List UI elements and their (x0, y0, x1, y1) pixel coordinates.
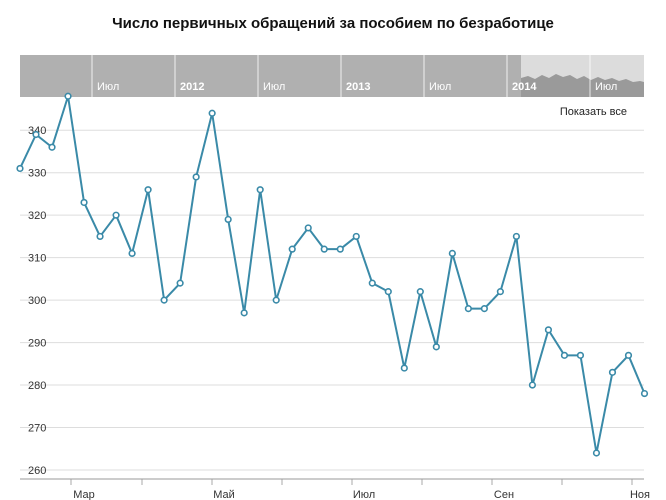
navigator-label: Июл (263, 81, 285, 93)
data-point[interactable] (368, 279, 376, 287)
navigator-label: 2012 (180, 81, 204, 93)
data-point[interactable] (320, 245, 328, 253)
data-point[interactable] (608, 368, 617, 376)
data-point[interactable] (432, 343, 440, 351)
data-point[interactable] (272, 296, 280, 304)
x-tick-label: Июл (353, 489, 375, 500)
data-point[interactable] (176, 279, 184, 287)
y-tick-label: 280 (28, 380, 46, 392)
data-point[interactable] (560, 351, 569, 359)
data-point[interactable] (384, 288, 392, 296)
y-tick-label: 300 (28, 295, 46, 307)
chart-title: Число первичных обращений за пособием по… (112, 15, 554, 32)
navigator-label: 2014 (512, 81, 537, 93)
x-tick-label: Сен (494, 489, 514, 500)
x-tick-label: Мар (73, 489, 95, 500)
data-point[interactable] (576, 351, 585, 359)
data-point[interactable] (624, 351, 633, 359)
data-point[interactable] (112, 211, 120, 219)
data-point[interactable] (128, 249, 136, 257)
navigator-unselected-range (20, 55, 521, 97)
x-tick-label: Ноя (630, 489, 650, 500)
data-point[interactable] (160, 296, 168, 304)
data-point[interactable] (448, 249, 456, 257)
data-point[interactable] (256, 186, 264, 194)
data-point[interactable] (192, 173, 200, 181)
navigator-label: 2013 (346, 81, 370, 93)
data-point[interactable] (144, 186, 152, 194)
data-point[interactable] (64, 92, 72, 100)
y-tick-label: 310 (28, 253, 46, 265)
y-tick-label: 260 (28, 465, 46, 477)
data-point[interactable] (544, 326, 553, 334)
data-point[interactable] (32, 130, 40, 139)
data-point[interactable] (16, 164, 24, 173)
data-point[interactable] (512, 232, 521, 241)
show-all-button[interactable]: Показать все (560, 106, 627, 118)
y-tick-label: 290 (28, 338, 46, 350)
y-tick-label: 320 (28, 210, 46, 222)
data-point[interactable] (48, 143, 56, 151)
data-point[interactable] (288, 245, 296, 253)
data-point[interactable] (352, 232, 360, 241)
data-point[interactable] (528, 381, 537, 389)
navigator-label: Июл (429, 81, 451, 93)
data-point[interactable] (336, 245, 344, 253)
data-point[interactable] (80, 198, 88, 207)
y-tick-label: 330 (28, 168, 46, 180)
navigator-sparkline (521, 74, 644, 97)
y-tick-label: 270 (28, 423, 46, 435)
data-point[interactable] (400, 364, 408, 372)
data-point[interactable] (240, 309, 248, 317)
navigator-label: Июл (595, 81, 617, 93)
navigator-label: Июл (97, 81, 119, 93)
data-point[interactable] (96, 232, 104, 241)
data-point[interactable] (592, 449, 601, 457)
data-point[interactable] (224, 215, 232, 224)
data-point[interactable] (640, 389, 649, 398)
x-tick-label: Май (213, 489, 235, 500)
series-line (19, 95, 646, 455)
data-point[interactable] (480, 305, 488, 313)
data-point[interactable] (304, 224, 312, 232)
data-point[interactable] (464, 305, 472, 313)
data-point[interactable] (208, 109, 216, 117)
data-point[interactable] (496, 288, 504, 296)
range-navigator[interactable]: Июл 2012 Июл 2013 Июл 2014 Июл (20, 55, 644, 97)
data-point[interactable] (416, 288, 424, 296)
